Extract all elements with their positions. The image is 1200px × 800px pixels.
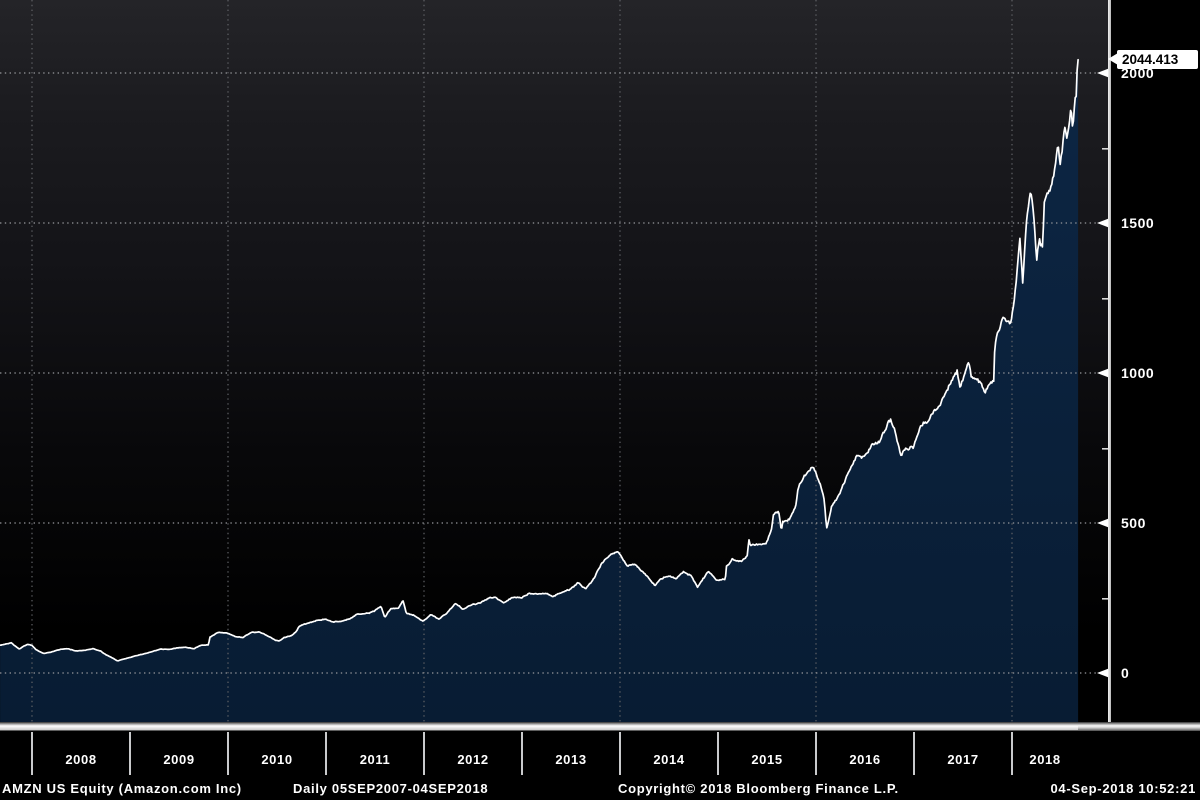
x-tick-2015 bbox=[717, 732, 719, 775]
y-tick-arrow bbox=[1097, 668, 1110, 678]
x-year-label-2016: 2016 bbox=[849, 752, 881, 767]
x-year-label-2012: 2012 bbox=[457, 752, 489, 767]
x-tick-2008 bbox=[31, 732, 33, 775]
x-tick-2009 bbox=[129, 732, 131, 775]
x-year-label-2008: 2008 bbox=[65, 752, 97, 767]
y-tick-minor bbox=[1102, 298, 1110, 300]
x-year-label-2017: 2017 bbox=[947, 752, 979, 767]
price-chart-canvas bbox=[0, 0, 1110, 722]
x-tick-2016 bbox=[815, 732, 817, 775]
x-year-label-2013: 2013 bbox=[555, 752, 587, 767]
y-axis-label-1500: 1500 bbox=[1121, 215, 1155, 231]
x-tick-2011 bbox=[325, 732, 327, 775]
date-range-label: Daily 05SEP2007-04SEP2018 bbox=[293, 781, 489, 796]
x-year-label-2011: 2011 bbox=[359, 752, 391, 767]
y-axis-line bbox=[1108, 0, 1111, 722]
datetime-text: 04-Sep-2018 10:52:21 bbox=[1050, 781, 1196, 796]
last-price-value: 2044.413 bbox=[1122, 52, 1179, 68]
x-year-label-2010: 2010 bbox=[261, 752, 293, 767]
price-area bbox=[0, 59, 1079, 722]
horizontal-scrollbar[interactable] bbox=[0, 722, 1200, 731]
y-tick-arrow bbox=[1097, 68, 1110, 78]
x-tick-2012 bbox=[423, 732, 425, 775]
security-title: AMZN US Equity (Amazon.com Inc) bbox=[2, 781, 242, 796]
x-axis-strip: 2008 2009 2010 2011 2012 2013 2014 2015 2016 2017… bbox=[0, 731, 1200, 776]
x-tick-2017 bbox=[913, 732, 915, 775]
status-bar: AMZN US Equity (Amazon.com Inc) Daily 05… bbox=[0, 776, 1200, 800]
y-tick-arrow bbox=[1097, 218, 1110, 228]
y-axis-label-1000: 1000 bbox=[1121, 365, 1155, 381]
x-tick-2010 bbox=[227, 732, 229, 775]
chart-plot[interactable] bbox=[0, 0, 1110, 722]
x-tick-2018 bbox=[1011, 732, 1013, 775]
price-line bbox=[0, 58, 1079, 662]
y-tick-minor bbox=[1102, 448, 1110, 450]
x-tick-2014 bbox=[619, 732, 621, 775]
x-year-label-2014: 2014 bbox=[653, 752, 685, 767]
y-tick-minor bbox=[1102, 148, 1110, 150]
y-tick-arrow bbox=[1097, 518, 1110, 528]
x-year-label-2009: 2009 bbox=[163, 752, 195, 767]
x-tick-2013 bbox=[521, 732, 523, 775]
y-axis-label-0: 0 bbox=[1121, 665, 1130, 681]
scrollbar-thumb[interactable] bbox=[0, 726, 1078, 730]
x-year-label-2018: 2018 bbox=[1029, 752, 1061, 767]
y-tick-minor bbox=[1102, 598, 1110, 600]
y-axis-label-500: 500 bbox=[1121, 515, 1146, 531]
copyright-text: Copyright© 2018 Bloomberg Finance L.P. bbox=[618, 781, 899, 796]
y-tick-arrow bbox=[1097, 368, 1110, 378]
x-year-label-2015: 2015 bbox=[751, 752, 783, 767]
last-price-flag: 2044.413 bbox=[1108, 50, 1198, 70]
